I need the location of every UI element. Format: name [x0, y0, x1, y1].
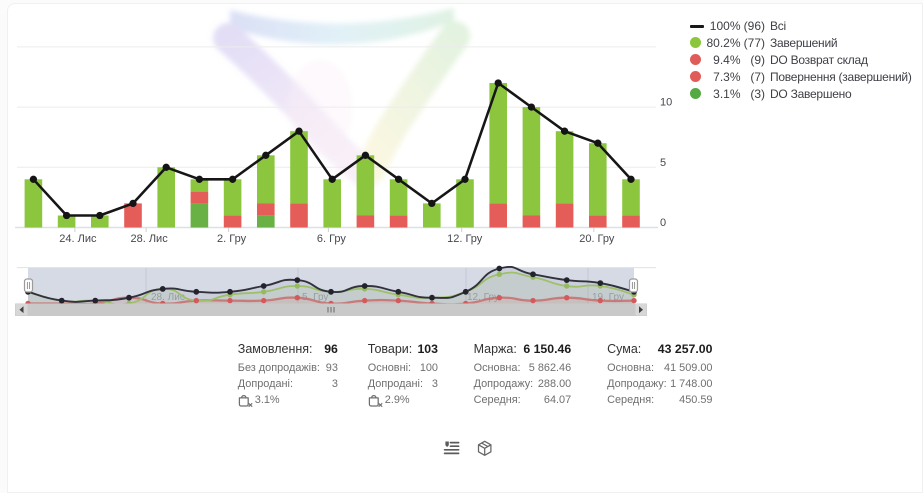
svg-text:28. Лис: 28. Лис: [130, 233, 168, 245]
svg-text:5. Гру: 5. Гру: [302, 292, 328, 303]
svg-text:19. Гру: 19. Гру: [592, 292, 624, 303]
svg-text:6. Гру: 6. Гру: [317, 233, 347, 245]
svg-text:24. Лис: 24. Лис: [59, 233, 97, 245]
svg-text:12. Гру: 12. Гру: [467, 292, 499, 303]
svg-text:12. Гру: 12. Гру: [447, 233, 483, 245]
svg-text:0: 0: [660, 217, 666, 229]
svg-text:20. Гру: 20. Гру: [579, 233, 615, 245]
svg-text:2. Гру: 2. Гру: [217, 233, 247, 245]
svg-text:10: 10: [660, 97, 672, 109]
svg-text:5: 5: [660, 157, 666, 169]
svg-text:28. Лис: 28. Лис: [151, 292, 185, 303]
